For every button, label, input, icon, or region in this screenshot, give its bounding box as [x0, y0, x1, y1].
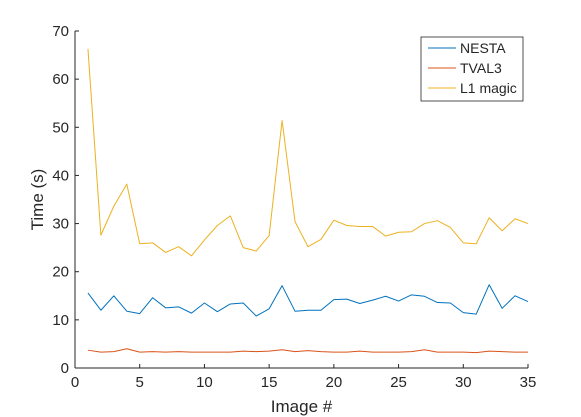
- y-tick-label: 70: [52, 23, 69, 40]
- y-tick-label: 50: [52, 119, 69, 136]
- legend: NESTA TVAL3 L1 magic: [420, 36, 524, 102]
- y-axis-label: Time (s): [28, 169, 47, 231]
- y-ticks: 0 10 20 30 40 50 60 70: [52, 23, 79, 377]
- x-tick-label: 20: [326, 374, 343, 391]
- y-tick-label: 0: [61, 360, 69, 377]
- legend-label: L1 magic: [460, 80, 517, 96]
- y-tick-label: 30: [52, 216, 69, 233]
- x-tick-label: 10: [196, 374, 213, 391]
- y-tick-label: 10: [52, 312, 69, 329]
- x-tick-label: 5: [136, 374, 144, 391]
- x-ticks: 0 5 10 15 20 25 30 35: [71, 364, 537, 391]
- legend-label: NESTA: [460, 40, 506, 56]
- series-line-nesta: [87, 284, 529, 317]
- legend-label: TVAL3: [460, 60, 502, 76]
- series-line-l1-magic: [87, 48, 529, 257]
- x-tick-label: 15: [261, 374, 278, 391]
- series-line-tval3: [87, 348, 528, 354]
- y-tick-label: 60: [52, 71, 69, 88]
- axes: [74, 31, 528, 369]
- x-tick-label: 25: [390, 374, 407, 391]
- y-tick-label: 40: [52, 167, 69, 184]
- x-tick-label: 30: [455, 374, 472, 391]
- y-tick-label: 20: [52, 264, 69, 281]
- x-tick-label: 35: [520, 374, 537, 391]
- x-tick-label: 0: [71, 374, 79, 391]
- x-axis-label: Image #: [271, 397, 333, 416]
- series-layer: [87, 48, 529, 354]
